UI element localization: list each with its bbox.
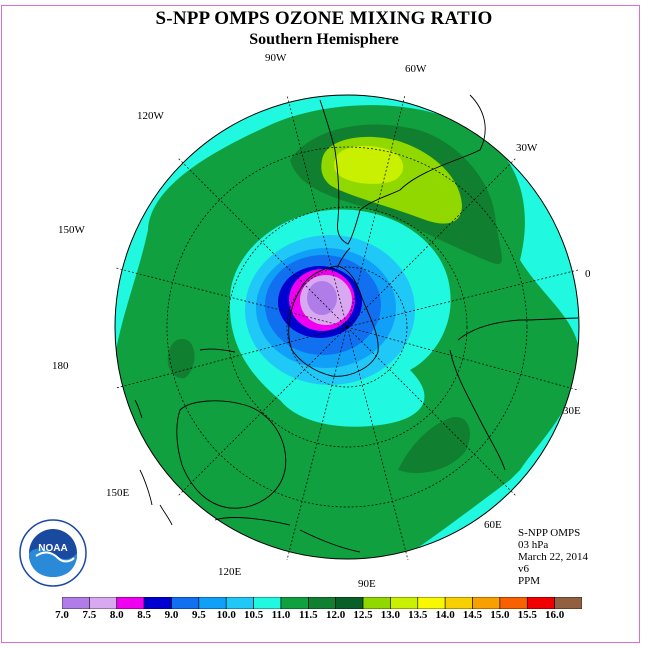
colorbar-swatch [143,597,172,609]
colorbar-swatch [472,597,501,609]
graticule [115,94,579,561]
colorbar-tick-label: 8.5 [137,609,151,621]
colorbar-swatch [280,597,309,609]
lon-label-120w: 120W [137,110,164,122]
colorbar-swatch [62,597,90,609]
map-subtitle: Southern Hemisphere [249,31,399,48]
field-band-12-5 [334,145,404,184]
colorbar-swatch [417,597,446,609]
lon-label-30w: 30W [516,142,538,154]
date-label: March 22, 2014 [518,551,588,563]
colorbar-swatch [308,597,336,609]
lon-label-30e: 30E [563,405,581,417]
lon-label-90w: 90W [265,52,287,64]
antarctic-peninsula [337,247,351,267]
lon-label-60e: 60E [484,519,502,531]
noaa-logo-text: NOAA [38,543,67,554]
colorbar-tick-label: 11.5 [298,609,318,621]
noaa-logo: NOAA [19,519,87,587]
instrument-label: S-NPP OMPS [518,527,581,539]
info-block: S-NPP OMPS 03 hPa March 22, 2014 v6 PPM [518,527,588,587]
colorbar-tick-label: 9.0 [164,609,179,621]
colorbar-tick-label: 7.5 [82,609,97,621]
colorbar-swatch [526,597,555,609]
colorbar-tick-label: 12.0 [326,609,346,621]
colorbar-swatch [554,597,582,609]
colorbar-tick-label: 15.5 [517,609,537,621]
south-america-coast [319,94,486,245]
colorbar-swatch [171,597,200,609]
new-zealand-coast [139,469,173,526]
coastlines [134,94,579,553]
map-title: S-NPP OMPS OZONE MIXING RATIO [155,8,493,29]
colorbar-swatch [390,597,419,609]
field-band-11-5-patch [398,417,470,474]
colorbar-tick-label: 7.0 [55,609,69,621]
colorbar-swatch [253,597,282,609]
lon-label-180: 180 [52,360,69,372]
colorbar-tick-label: 15.0 [490,609,510,621]
colorbar-swatch [198,597,227,609]
colorbar-tick-label: 8.0 [109,609,124,621]
colorbar-tick-label: 13.5 [408,609,428,621]
australia-coast [176,400,287,509]
colorbar-tick-label: 13.0 [380,609,401,621]
colorbar-tick-label: 10.0 [216,609,236,621]
colorbar-tick-label: 9.5 [191,609,206,621]
colorbar-tick-label: 11.0 [271,609,291,621]
colorbar-swatch [499,597,528,609]
colorbar-tick-label: 14.5 [462,609,483,621]
lon-label-0: 0 [585,268,591,280]
colorbar-tick-label: 10.5 [243,609,264,621]
africa-coast [449,317,579,471]
hole-7-5 [307,281,337,315]
map-boundary [114,94,580,560]
version-label: v6 [518,563,529,575]
lon-label-150w: 150W [58,224,85,236]
figure-frame [1,5,640,643]
pacific-islands [134,348,236,419]
colorbar-swatch [444,597,473,609]
colorbar-tick-label: 12.5 [353,609,373,621]
colorbar-swatch [225,597,254,609]
colorbar-tick-label: 14.0 [435,609,455,621]
field-band-11-5-patch [167,338,195,379]
colorbar-swatch [89,597,118,609]
colorbar-swatch [116,597,145,609]
indonesia-coast [214,517,361,553]
colorbar [62,597,582,609]
colorbar-swatch [335,597,364,609]
colorbar-swatch [362,597,391,609]
lon-label-60w: 60W [405,63,427,75]
pressure-level-label: 03 hPa [518,539,549,551]
lon-label-90e: 90E [358,578,376,590]
lon-label-120e: 120E [218,566,242,578]
colorbar-tick-label: 16.0 [545,609,565,621]
lon-label-150e: 150E [106,487,130,499]
units-label: PPM [518,575,541,587]
